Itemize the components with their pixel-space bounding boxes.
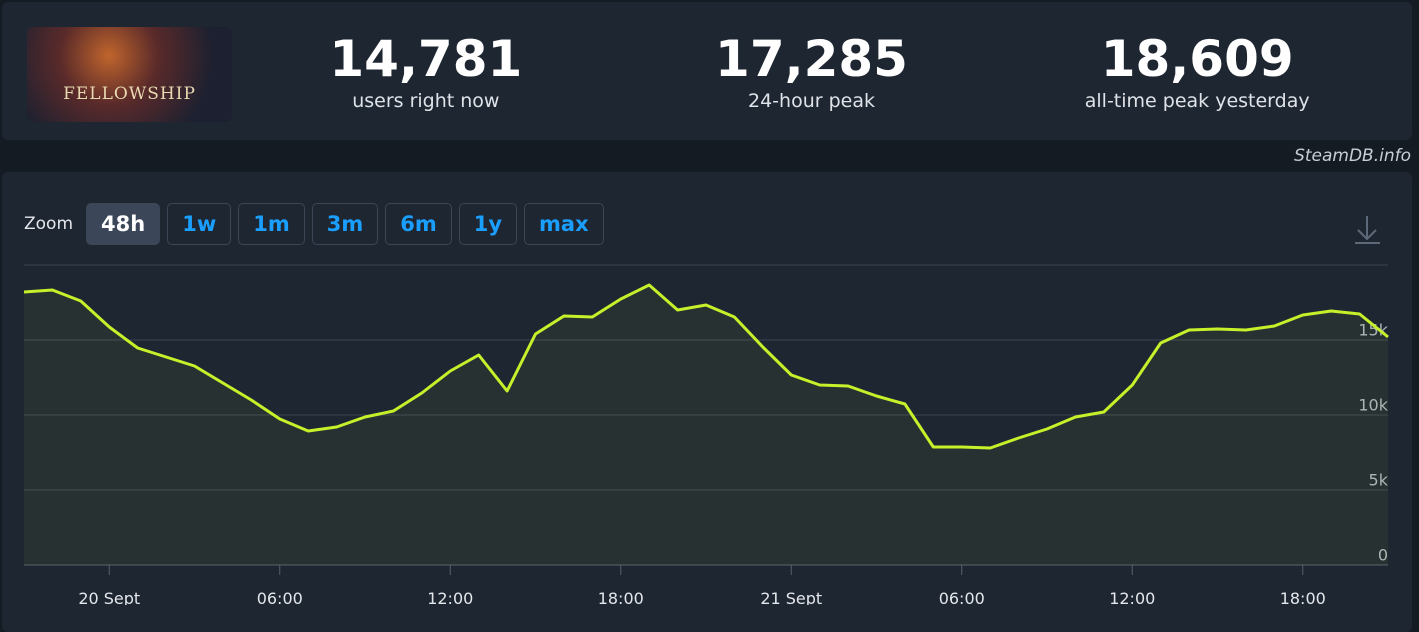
game-logo[interactable]: FELLOWSHIP [27, 27, 232, 122]
x-tick-label: 06:00 [257, 589, 303, 605]
stat-value: 17,285 [715, 30, 908, 88]
download-icon[interactable] [1355, 216, 1380, 244]
stat-value: 14,781 [329, 30, 523, 88]
y-tick-label: 15k [1358, 321, 1388, 340]
zoom-button[interactable]: 1m [238, 203, 305, 245]
x-tick-label: 21 Sept [760, 589, 822, 605]
stats: 14,781 users right now 17,285 24-hour peak 1… [233, 30, 1390, 112]
zoom-label: Zoom [24, 214, 74, 234]
y-tick-label: 0 [1378, 546, 1388, 565]
stat: 18,609 all-time peak yesterday [1004, 30, 1390, 112]
zoom-button[interactable]: 3m [311, 203, 379, 245]
stat: 14,781 users right now [233, 30, 619, 112]
watermark: SteamDB.info [1294, 146, 1411, 166]
zoom-bar: Zoom 48h 1w 1m 3m 6m 1y max [24, 203, 604, 245]
line [23, 283, 1389, 450]
zoom-button[interactable]: 6m [385, 203, 452, 245]
x-tick-label: 20 Sept [78, 589, 140, 605]
zoom-button[interactable]: max [524, 203, 604, 245]
stat-value: 18,609 [1100, 30, 1294, 88]
stat: 17,285 24-hour peak [619, 30, 1005, 112]
x-tick-label: 06:00 [939, 589, 985, 605]
x-tick-label: 12:00 [1109, 589, 1155, 605]
stat-label: users right now [352, 90, 500, 112]
zoom-button[interactable]: 1w [167, 203, 232, 245]
y-tick-label: 10k [1358, 396, 1388, 415]
area [24, 285, 1388, 565]
x-tick-label: 12:00 [427, 589, 473, 605]
chart-panel [2, 172, 1412, 632]
x-tick-label: 18:00 [598, 589, 644, 605]
stats-panel: FELLOWSHIP 14,781 users right now 17,285 24… [2, 2, 1412, 140]
stat-label: 24-hour peak [748, 90, 875, 112]
stat-label: all-time peak yesterday [1084, 90, 1310, 112]
zoom-button[interactable]: 48h [86, 203, 161, 245]
y-tick-label: 5k [1369, 471, 1389, 490]
x-tick-label: 18:00 [1280, 589, 1326, 605]
chart: 0 5k 10k 15k 20 Sept 06:00 12:00 18:00 21 Sept 06… [23, 216, 1389, 605]
zoom-button[interactable]: 1y [458, 203, 518, 245]
